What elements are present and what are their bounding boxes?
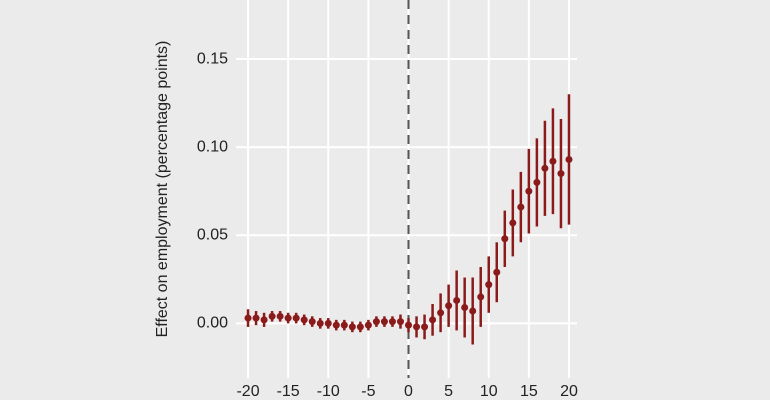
y-tick-label: 0.05: [197, 226, 228, 243]
point: [541, 164, 549, 172]
x-tick-label: 5: [444, 383, 453, 400]
point: [292, 314, 300, 322]
point: [356, 323, 364, 331]
x-tick-label: -10: [317, 383, 340, 400]
point: [477, 293, 485, 301]
point: [469, 307, 477, 315]
point: [557, 170, 565, 178]
point: [525, 187, 533, 195]
point: [533, 178, 541, 186]
point: [549, 157, 557, 165]
point: [300, 316, 308, 324]
point: [517, 203, 525, 211]
point: [405, 321, 413, 329]
point: [485, 281, 493, 289]
x-tick-label: 10: [480, 383, 498, 400]
x-tick-label: 15: [520, 383, 538, 400]
y-axis-label: Effect on employment (percentage points): [154, 41, 171, 338]
point: [244, 314, 252, 322]
point: [372, 318, 380, 326]
point: [340, 321, 348, 329]
y-tick-label: 0.10: [197, 138, 228, 155]
point: [396, 318, 404, 326]
point: [501, 235, 509, 243]
y-tick-label: 0.15: [197, 50, 228, 67]
point: [276, 312, 284, 320]
point: [421, 323, 429, 331]
x-tick-label: -15: [277, 383, 300, 400]
point: [252, 314, 260, 322]
point: [461, 304, 469, 312]
point: [493, 268, 501, 276]
y-tick-label: 0.00: [197, 315, 228, 332]
point: [260, 316, 268, 324]
point: [380, 318, 388, 326]
point: [316, 319, 324, 327]
point: [332, 321, 340, 329]
point: [364, 321, 372, 329]
x-tick-label: -20: [236, 383, 259, 400]
point: [565, 155, 573, 163]
point: [284, 314, 292, 322]
point: [388, 318, 396, 326]
point: [308, 318, 316, 326]
x-tick-label: 0: [404, 383, 413, 400]
x-tick-label: 20: [560, 383, 578, 400]
point: [445, 302, 453, 310]
point: [437, 309, 445, 317]
point: [453, 296, 461, 304]
point: [413, 323, 421, 331]
point: [509, 219, 517, 227]
point: [324, 319, 332, 327]
point: [268, 312, 276, 320]
point: [348, 323, 356, 331]
point: [429, 316, 437, 324]
x-tick-label: -5: [361, 383, 375, 400]
